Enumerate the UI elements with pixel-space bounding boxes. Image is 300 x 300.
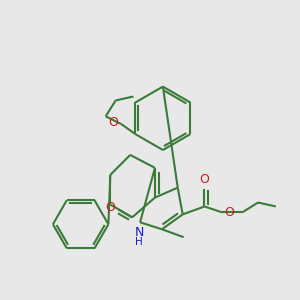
Text: N: N	[134, 226, 144, 239]
Text: O: O	[224, 206, 234, 219]
Text: O: O	[109, 116, 118, 129]
Text: O: O	[200, 173, 209, 186]
Text: O: O	[105, 201, 115, 214]
Text: H: H	[135, 237, 143, 247]
